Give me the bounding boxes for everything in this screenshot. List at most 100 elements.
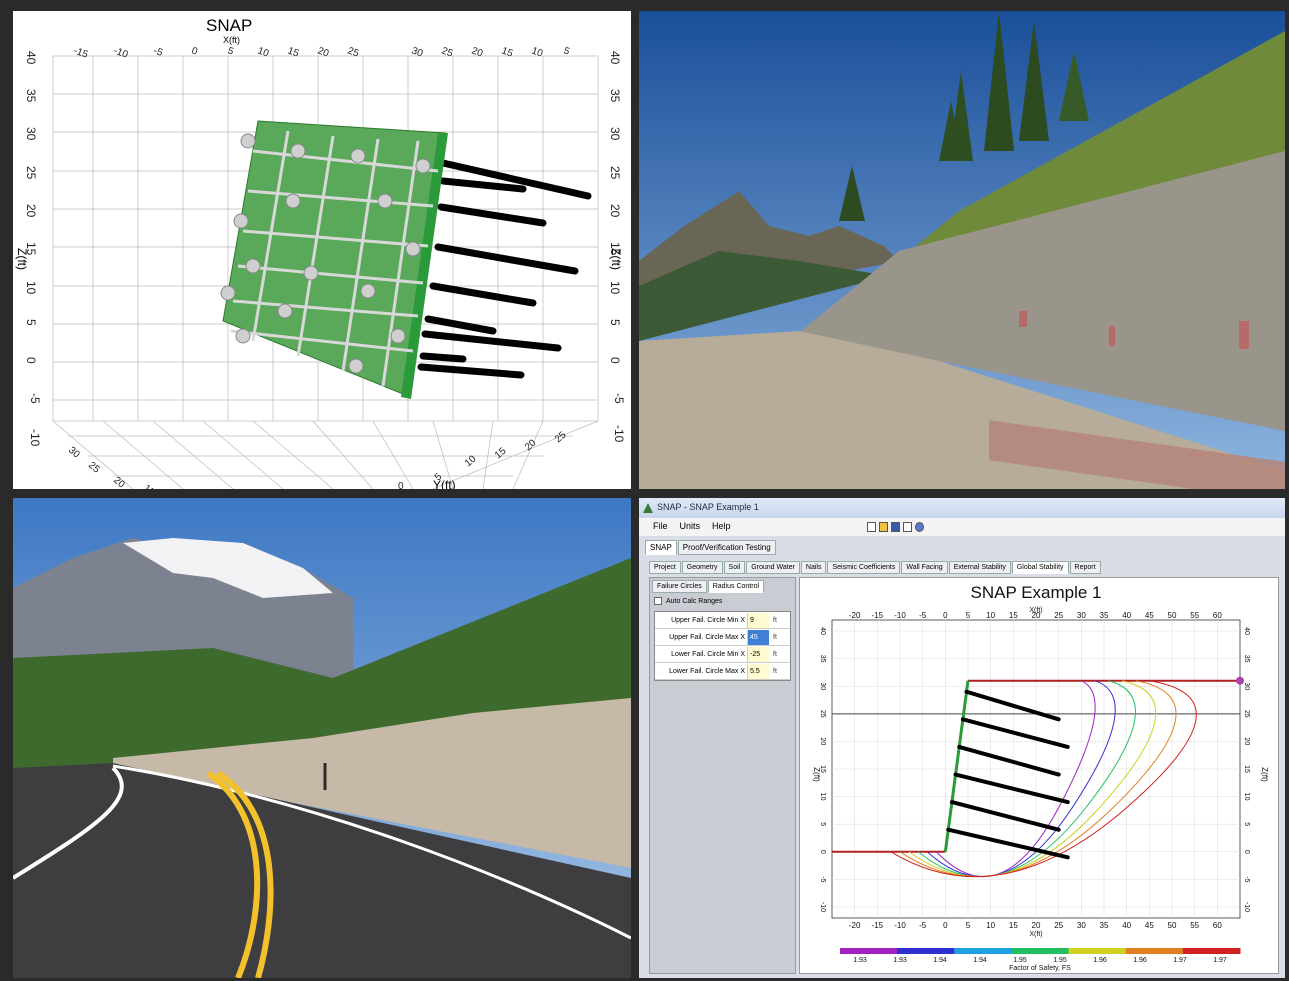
retaining-blocks [989, 420, 1285, 489]
svg-text:35: 35 [608, 89, 622, 103]
y-tick-right: 30 [1243, 682, 1250, 690]
x-tick-bottom: 15 [1009, 921, 1018, 930]
wall-face [943, 680, 970, 852]
top-tabs: SNAP Proof/Verification Testing [645, 540, 777, 555]
tab-proof-testing[interactable]: Proof/Verification Testing [677, 540, 776, 555]
open-folder-icon[interactable] [879, 522, 888, 532]
x-tick-bottom: -15 [872, 921, 884, 930]
right-z-ticks: 40 35 30 25 20 15 10 5 0 -5 -10 [608, 51, 626, 443]
x-tick-bottom: 5 [966, 921, 971, 930]
3d-grid [52, 55, 599, 489]
tab-project[interactable]: Project [649, 561, 681, 574]
x-tick-top: 5 [966, 611, 971, 620]
colorbar-segment [840, 948, 898, 954]
param-row: Lower Fail. Circle Min X -25 ft [655, 646, 790, 663]
soil-nails [417, 159, 592, 379]
save-icon[interactable] [891, 522, 900, 532]
svg-text:25: 25 [440, 45, 455, 59]
tab-wall-facing[interactable]: Wall Facing [901, 561, 948, 574]
info-icon[interactable] [915, 522, 924, 532]
svg-text:-10: -10 [28, 429, 42, 447]
export-icon[interactable] [903, 522, 912, 532]
menu-file[interactable]: File [653, 521, 668, 531]
soil-nail [949, 800, 1061, 832]
toolbar [867, 522, 924, 532]
x-tick-bottom: 45 [1145, 921, 1154, 930]
new-file-icon[interactable] [867, 522, 876, 532]
tab-radius-control[interactable]: Radius Control [707, 580, 765, 593]
colorbar-tick: 1.93 [853, 957, 867, 964]
colorbar-segment [1068, 948, 1127, 954]
y-tick-left: -10 [819, 902, 826, 912]
tab-seismic[interactable]: Seismic Coefficients [827, 561, 901, 574]
svg-text:30: 30 [24, 127, 38, 141]
svg-text:10: 10 [530, 45, 545, 59]
svg-text:25: 25 [346, 45, 361, 59]
y-tick-left: 10 [819, 793, 826, 801]
soil-nail [960, 717, 1070, 749]
auto-calc-label: Auto Calc Ranges [666, 597, 723, 605]
params-grid: Upper Fail. Circle Min X 9 ft Upper Fail… [654, 611, 791, 681]
y-tick-right: 15 [1243, 765, 1250, 773]
svg-text:25: 25 [24, 166, 38, 180]
svg-text:5: 5 [24, 319, 38, 326]
x-tick-top: 30 [1077, 611, 1086, 620]
x-tick-bottom: 20 [1032, 921, 1041, 930]
x-tick-bottom: 60 [1213, 921, 1222, 930]
section-tabs: Project Geometry Soil Ground Water Nails… [649, 561, 1102, 574]
svg-text:10: 10 [608, 281, 622, 295]
tab-soil[interactable]: Soil [723, 561, 746, 574]
tab-geometry[interactable]: Geometry [681, 561, 723, 574]
x-axis-label-bottom: X(ft) [1029, 931, 1042, 938]
colorbar-tick: 1.97 [1173, 957, 1187, 964]
param-value-input[interactable]: 5.5 [747, 663, 769, 679]
colorbar-tick: 1.97 [1213, 957, 1227, 964]
snap-app-window: SNAP - SNAP Example 1 File Units Help SN… [639, 498, 1285, 978]
svg-text:20: 20 [111, 475, 127, 489]
param-value-input[interactable]: 9 [747, 612, 769, 628]
menu-units[interactable]: Units [679, 521, 701, 531]
left-z-axis-label: Z(ft) [15, 248, 29, 270]
mountain-road-wall-photo [13, 498, 631, 978]
colorbar-segment [897, 948, 955, 954]
x-tick-top: 0 [943, 611, 948, 620]
x-tick-top: 60 [1213, 611, 1222, 620]
stability-chart: SNAP Example 1 X(ft) X(ft) -20 -20 -15 -15 -10 -… [812, 583, 1269, 972]
svg-text:5: 5 [608, 319, 622, 326]
menu-bar: File Units Help [639, 518, 1285, 536]
wall-edge [401, 133, 448, 399]
y-tick-left: 35 [819, 655, 826, 663]
tab-global-stability[interactable]: Global Stability [1011, 561, 1069, 574]
x-tick-top: -10 [894, 611, 906, 620]
checkbox-box[interactable] [654, 597, 662, 605]
failure-circle [926, 680, 1116, 878]
left-z-ticks: 40 35 30 25 20 15 10 5 0 -5 -10 [24, 51, 42, 447]
param-value-input[interactable]: -25 [747, 646, 769, 662]
failure-circle [935, 680, 1096, 878]
svg-text:35: 35 [24, 89, 38, 103]
tab-ground-water[interactable]: Ground Water [746, 561, 800, 574]
x-tick-bottom: -20 [849, 921, 861, 930]
x-tick-top: 55 [1190, 611, 1199, 620]
tab-nails[interactable]: Nails [800, 561, 827, 574]
auto-calc-checkbox[interactable]: Auto Calc Ranges [654, 597, 791, 605]
x-tick-top: 10 [986, 611, 995, 620]
tab-snap[interactable]: SNAP [645, 540, 677, 555]
y-tick-right: 25 [1243, 710, 1250, 718]
svg-text:5: 5 [433, 471, 445, 483]
svg-text:25: 25 [86, 460, 102, 476]
tab-external-stability[interactable]: External Stability [948, 561, 1011, 574]
bottom-ticks: 30 25 20 15 5 10 15 20 25 0 [66, 429, 569, 489]
colorbar-tick: 1.96 [1093, 957, 1107, 964]
x-tick-bottom: 30 [1077, 921, 1086, 930]
radius-control-pane: Failure Circles Radius Control Auto Calc… [649, 577, 796, 974]
window-title-bar: SNAP - SNAP Example 1 [639, 498, 1285, 518]
menu-help[interactable]: Help [712, 521, 731, 531]
svg-text:-10: -10 [612, 425, 626, 443]
tab-failure-circles[interactable]: Failure Circles [652, 580, 707, 593]
colorbar-tick: 1.93 [893, 957, 907, 964]
x-tick-bottom: -10 [894, 921, 906, 930]
svg-text:5: 5 [226, 45, 235, 57]
tab-report[interactable]: Report [1069, 561, 1101, 574]
param-value-input[interactable]: 45 [747, 629, 769, 645]
